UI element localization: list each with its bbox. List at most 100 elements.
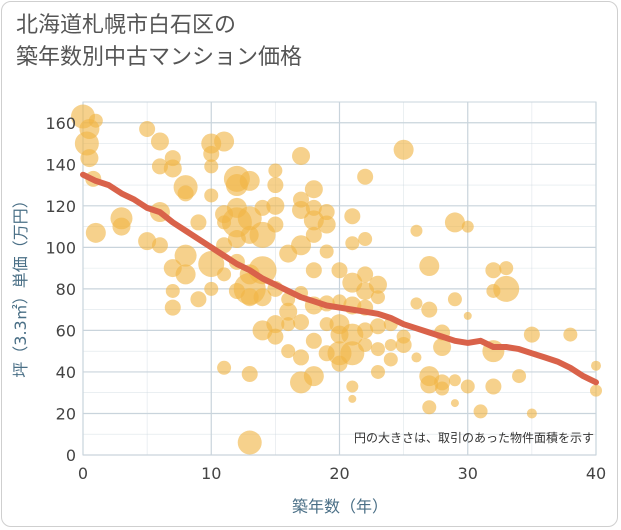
data-point	[369, 318, 386, 335]
x-axis-ticks: 0 10 20 30 40	[78, 464, 606, 483]
data-point	[254, 199, 271, 216]
data-point	[267, 328, 284, 345]
data-point	[74, 131, 99, 156]
data-point	[163, 159, 182, 178]
data-point	[253, 288, 272, 307]
data-point	[214, 131, 235, 152]
data-point	[319, 244, 334, 259]
data-point	[318, 204, 335, 221]
data-point	[203, 145, 220, 162]
y-tick-label: 40	[56, 363, 76, 382]
data-point	[217, 360, 232, 375]
y-tick-label: 80	[56, 280, 76, 299]
y-axis-label: 坪（3.3㎡）単価（万円）	[11, 192, 30, 377]
data-point	[493, 275, 520, 302]
bubble-layer	[71, 104, 602, 455]
data-point	[370, 342, 385, 357]
data-point	[85, 222, 106, 243]
data-point	[304, 180, 323, 199]
data-point	[293, 349, 310, 366]
data-point	[198, 250, 225, 277]
data-point	[267, 177, 284, 194]
data-point	[420, 375, 439, 394]
data-point	[204, 188, 219, 203]
data-point	[216, 237, 233, 254]
data-point	[450, 399, 459, 408]
data-point	[88, 113, 103, 128]
data-point	[190, 291, 207, 308]
y-tick-label: 100	[45, 238, 76, 257]
x-tick-label: 10	[201, 464, 221, 483]
y-tick-label: 0	[66, 446, 76, 465]
data-point	[331, 262, 348, 279]
size-annotation: 円の大きさは、取引のあった物件面積を示す	[354, 430, 594, 445]
data-point	[499, 261, 514, 276]
data-point	[448, 374, 461, 387]
title-line-2: 築年数別中古マンション価格	[16, 45, 303, 70]
data-point	[291, 235, 312, 256]
data-point	[175, 264, 196, 285]
data-point	[190, 214, 207, 231]
data-point	[435, 381, 450, 396]
data-point	[266, 315, 285, 334]
data-point	[591, 360, 601, 371]
data-point	[419, 256, 440, 277]
data-point	[204, 159, 219, 174]
data-point	[444, 212, 465, 233]
data-point	[421, 301, 438, 318]
y-tick-label: 160	[45, 114, 76, 133]
x-axis-label: 築年数（年）	[292, 497, 388, 516]
chart-title: 北海道札幌市白石区の 築年数別中古マンション価格	[16, 10, 302, 74]
data-point	[279, 302, 298, 321]
data-point	[526, 408, 537, 419]
data-point	[305, 262, 322, 279]
data-point	[241, 366, 258, 383]
data-point	[151, 158, 168, 175]
x-tick-label: 40	[586, 464, 606, 483]
data-point	[164, 299, 181, 316]
data-point	[485, 262, 502, 279]
data-point	[139, 120, 156, 137]
data-point	[138, 232, 157, 251]
data-point	[340, 341, 365, 366]
data-point	[370, 290, 385, 305]
data-point	[150, 132, 169, 151]
title-line-1: 北海道札幌市白石区の	[16, 13, 237, 38]
data-point	[174, 244, 197, 267]
data-point	[305, 226, 322, 243]
data-point	[357, 168, 374, 185]
data-point	[281, 317, 296, 332]
x-tick-label: 0	[78, 464, 88, 483]
y-tick-label: 20	[56, 404, 76, 423]
data-point	[268, 163, 283, 178]
y-tick-label: 120	[45, 197, 76, 216]
data-point	[292, 200, 311, 219]
data-point	[485, 378, 502, 395]
data-point	[348, 394, 357, 403]
data-point	[292, 146, 311, 165]
data-point	[422, 400, 437, 415]
data-point	[447, 292, 462, 307]
data-point	[512, 369, 527, 384]
data-point	[370, 364, 385, 379]
data-point	[240, 288, 259, 307]
data-point	[463, 311, 472, 320]
data-point	[266, 196, 285, 215]
x-tick-label: 20	[329, 464, 349, 483]
data-point	[357, 266, 374, 283]
data-point	[590, 384, 602, 397]
data-point	[317, 215, 336, 234]
data-point	[358, 232, 373, 247]
data-point	[368, 275, 387, 294]
data-point	[112, 217, 131, 236]
data-point	[410, 297, 423, 310]
data-point	[281, 344, 296, 359]
data-point	[460, 379, 475, 394]
data-point	[293, 314, 310, 331]
data-point	[344, 208, 361, 225]
trend-line	[80, 171, 599, 386]
data-point	[217, 267, 232, 282]
data-point	[358, 337, 373, 352]
data-point	[523, 326, 540, 343]
